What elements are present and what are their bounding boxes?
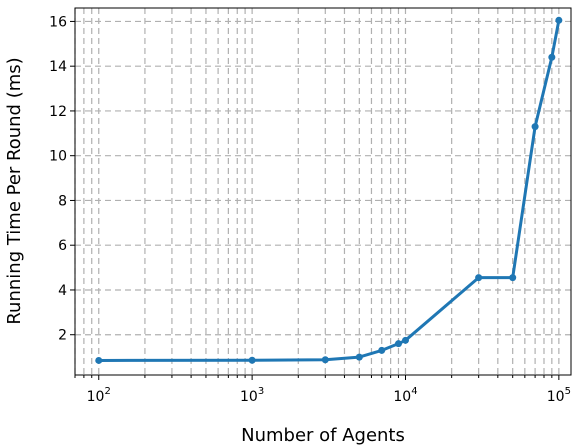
y-tick-label: 14 [49, 59, 67, 75]
x-tick-label: 104 [393, 386, 417, 405]
y-tick-label: 8 [58, 193, 67, 209]
data-point [401, 336, 409, 344]
data-point [321, 356, 329, 364]
data-point [555, 16, 563, 24]
y-axis-label: Running Time Per Round (ms) [4, 57, 25, 324]
data-point [475, 274, 483, 282]
data-point [548, 53, 556, 61]
y-tick-label: 16 [49, 14, 67, 30]
x-axis-label: Number of Agents [241, 425, 405, 446]
grid [74, 8, 571, 375]
data-point [355, 353, 363, 361]
plot-frame [74, 7, 572, 376]
y-tick-label: 6 [58, 238, 67, 254]
x-tick-label: 103 [240, 386, 264, 405]
data-point [378, 346, 386, 354]
y-tick-label: 12 [49, 104, 67, 120]
series-layer [95, 16, 563, 364]
axis-ticks: 2 4 6 8 10 12 14 16 102 103 104 105 [49, 14, 571, 405]
series-line [97, 18, 561, 362]
data-point [509, 274, 517, 282]
y-tick-label: 2 [58, 328, 67, 344]
y-tick-label: 4 [58, 283, 67, 299]
data-point [95, 356, 103, 364]
x-tick-label: 102 [87, 386, 111, 405]
x-tick-label: 105 [547, 386, 571, 405]
data-point [394, 340, 402, 348]
y-tick-label: 10 [49, 149, 67, 165]
data-point [248, 356, 256, 364]
data-point [531, 123, 539, 131]
